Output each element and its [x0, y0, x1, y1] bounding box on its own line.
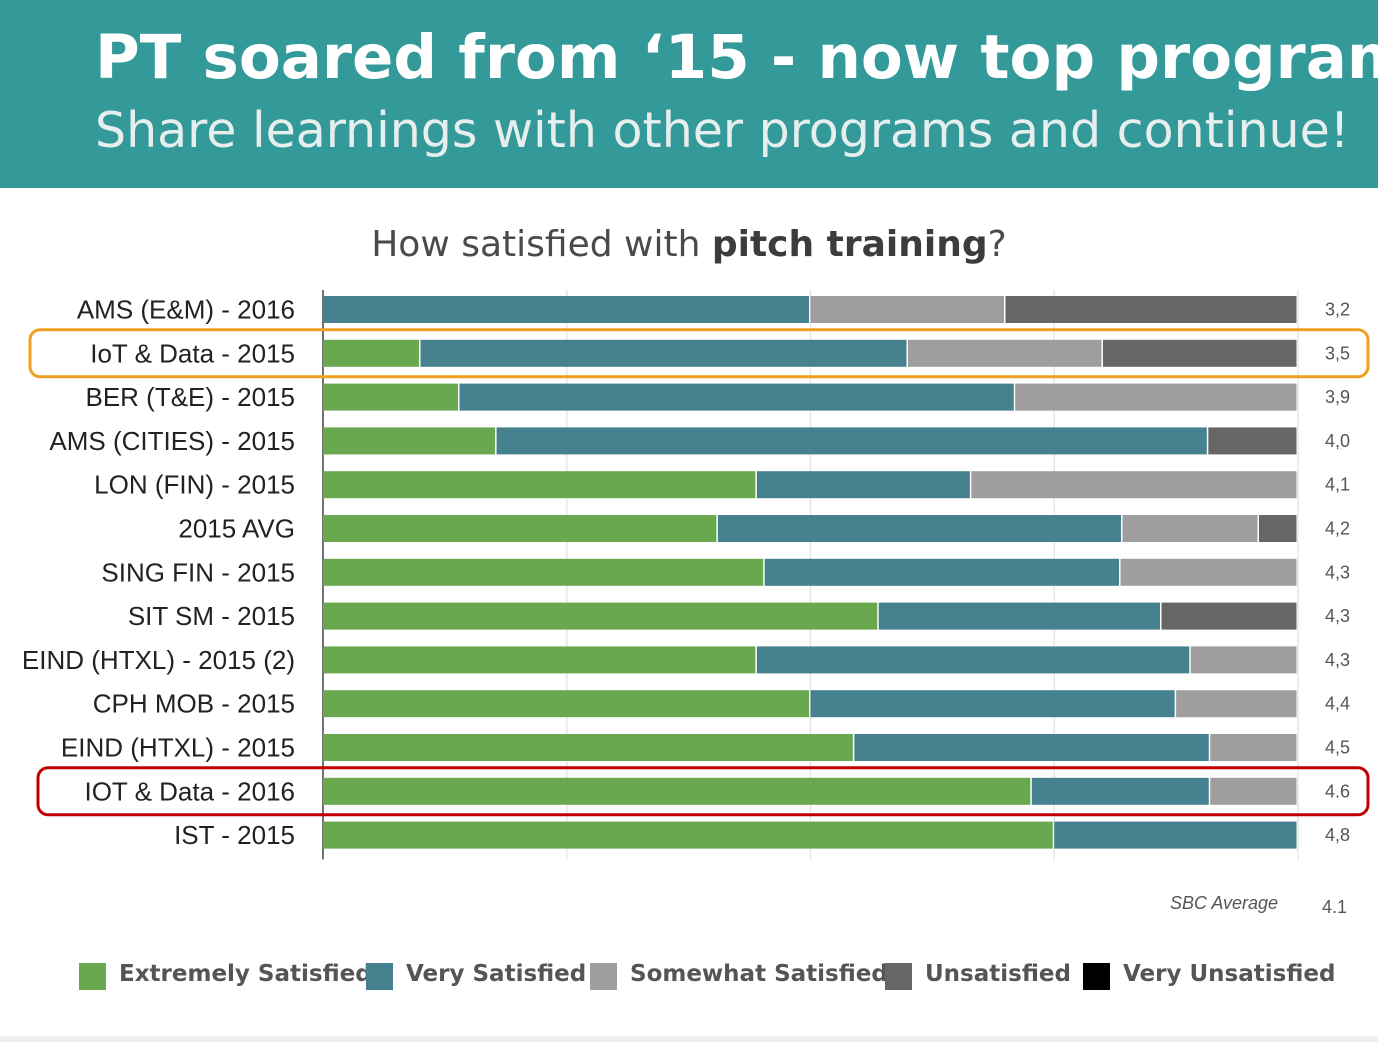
- bar-segment: [1210, 777, 1297, 805]
- score-label: 4,4: [1325, 694, 1350, 714]
- bar-segment: [878, 602, 1160, 630]
- score-label: 4,3: [1325, 606, 1350, 626]
- bar-segment: [323, 646, 756, 674]
- legend-swatch: [590, 963, 617, 990]
- bar-segment: [1103, 339, 1297, 367]
- chart-title-bold: pitch training: [711, 224, 988, 265]
- chart-title-regular: How satisfied with: [371, 224, 712, 265]
- category-label: SING FIN - 2015: [101, 557, 295, 587]
- sbc-average-value: 4.1: [1322, 897, 1348, 917]
- bar-segment: [323, 777, 1031, 805]
- score-label: 3,2: [1325, 300, 1350, 320]
- footer-divider: [0, 1036, 1378, 1042]
- page-title: PT soared from ‘15 - now top program: [95, 22, 1378, 93]
- category-label: AMS (E&M) - 2016: [77, 295, 295, 325]
- bar-segment: [1015, 383, 1297, 411]
- bar-segment: [1005, 296, 1297, 323]
- score-label: 4,2: [1325, 519, 1350, 539]
- legend-label: Very Unsatisfied: [1123, 961, 1336, 987]
- score-label: 4,0: [1325, 431, 1350, 451]
- bar-segment: [323, 296, 809, 323]
- bar-segment: [756, 471, 970, 499]
- score-label: 4,1: [1325, 475, 1350, 495]
- bar-segment: [496, 427, 1207, 455]
- bar-segment: [323, 339, 419, 367]
- legend-label: Unsatisfied: [925, 961, 1071, 987]
- bar-segment: [971, 471, 1297, 499]
- bar-segment: [323, 821, 1053, 849]
- category-label: AMS (CITIES) - 2015: [49, 426, 295, 456]
- bar-segment: [323, 602, 878, 630]
- stacked-bar-chart: AMS (E&M) - 2016 3,2 IoT & Data - 2015 3,5 B…: [22, 290, 1370, 860]
- category-label: IOT & Data - 2016: [84, 776, 295, 806]
- bar-segment: [323, 515, 717, 542]
- category-label: LON (FIN) - 2015: [94, 470, 295, 500]
- legend-swatch: [366, 963, 393, 990]
- bar-segment: [323, 734, 853, 761]
- chart-title: How satisfied with pitch training?: [0, 224, 1378, 265]
- bar-segment: [1210, 734, 1297, 761]
- score-label: 3,9: [1325, 387, 1350, 407]
- bar-segment: [717, 515, 1121, 542]
- bar-segment: [323, 471, 756, 499]
- sbc-average-label: SBC Average: [1170, 893, 1279, 913]
- page-subtitle: Share learnings with other programs and …: [95, 102, 1350, 159]
- bar-segment: [854, 734, 1209, 761]
- legend-label: Extremely Satisfied: [119, 961, 372, 987]
- category-label: IoT & Data - 2015: [90, 338, 295, 368]
- score-label: 4.6: [1325, 781, 1350, 801]
- bar-segment: [764, 558, 1120, 586]
- bar-segment: [459, 383, 1014, 411]
- bar-segment: [1122, 515, 1258, 542]
- score-label: 4,5: [1325, 738, 1350, 758]
- bar-segment: [810, 690, 1175, 718]
- bar-segment: [756, 646, 1190, 674]
- legend-label: Very Satisfied: [406, 961, 587, 987]
- highlight-box: [36, 766, 1370, 817]
- bar-segment: [810, 296, 1004, 323]
- legend-label: Somewhat Satisfied: [630, 961, 888, 987]
- bar-segment: [323, 690, 809, 718]
- bar-segment: [323, 383, 458, 411]
- highlight-box: [28, 328, 1370, 379]
- bar-segment: [1190, 646, 1297, 674]
- bar-segment: [323, 558, 764, 586]
- category-label: IST - 2015: [174, 820, 295, 850]
- bar-segment: [1208, 427, 1297, 455]
- score-label: 4,8: [1325, 825, 1350, 845]
- score-label: 4,3: [1325, 562, 1350, 582]
- category-label: 2015 AVG: [178, 514, 295, 544]
- header-banner: PT soared from ‘15 - now top program Sha…: [0, 0, 1378, 188]
- legend-swatch: [1083, 963, 1110, 990]
- category-label: BER (T&E) - 2015: [85, 382, 295, 412]
- bar-segment: [420, 339, 907, 367]
- bar-segment: [1120, 558, 1297, 586]
- bar-segment: [1054, 821, 1297, 849]
- bar-segment: [323, 427, 496, 455]
- legend-swatch: [885, 963, 912, 990]
- bar-segment: [1176, 690, 1297, 718]
- bar-segment: [1161, 602, 1297, 630]
- category-label: CPH MOB - 2015: [93, 689, 295, 719]
- bar-segment: [1031, 777, 1209, 805]
- chart-title-end: ?: [987, 224, 1007, 265]
- legend-swatch: [79, 963, 106, 990]
- score-label: 3,5: [1325, 343, 1350, 363]
- score-label: 4,3: [1325, 650, 1350, 670]
- category-label: EIND (HTXL) - 2015 (2): [22, 645, 295, 675]
- bar-segment: [908, 339, 1102, 367]
- category-label: SIT SM - 2015: [128, 601, 295, 631]
- bar-segment: [1259, 515, 1297, 542]
- category-label: EIND (HTXL) - 2015: [61, 733, 295, 763]
